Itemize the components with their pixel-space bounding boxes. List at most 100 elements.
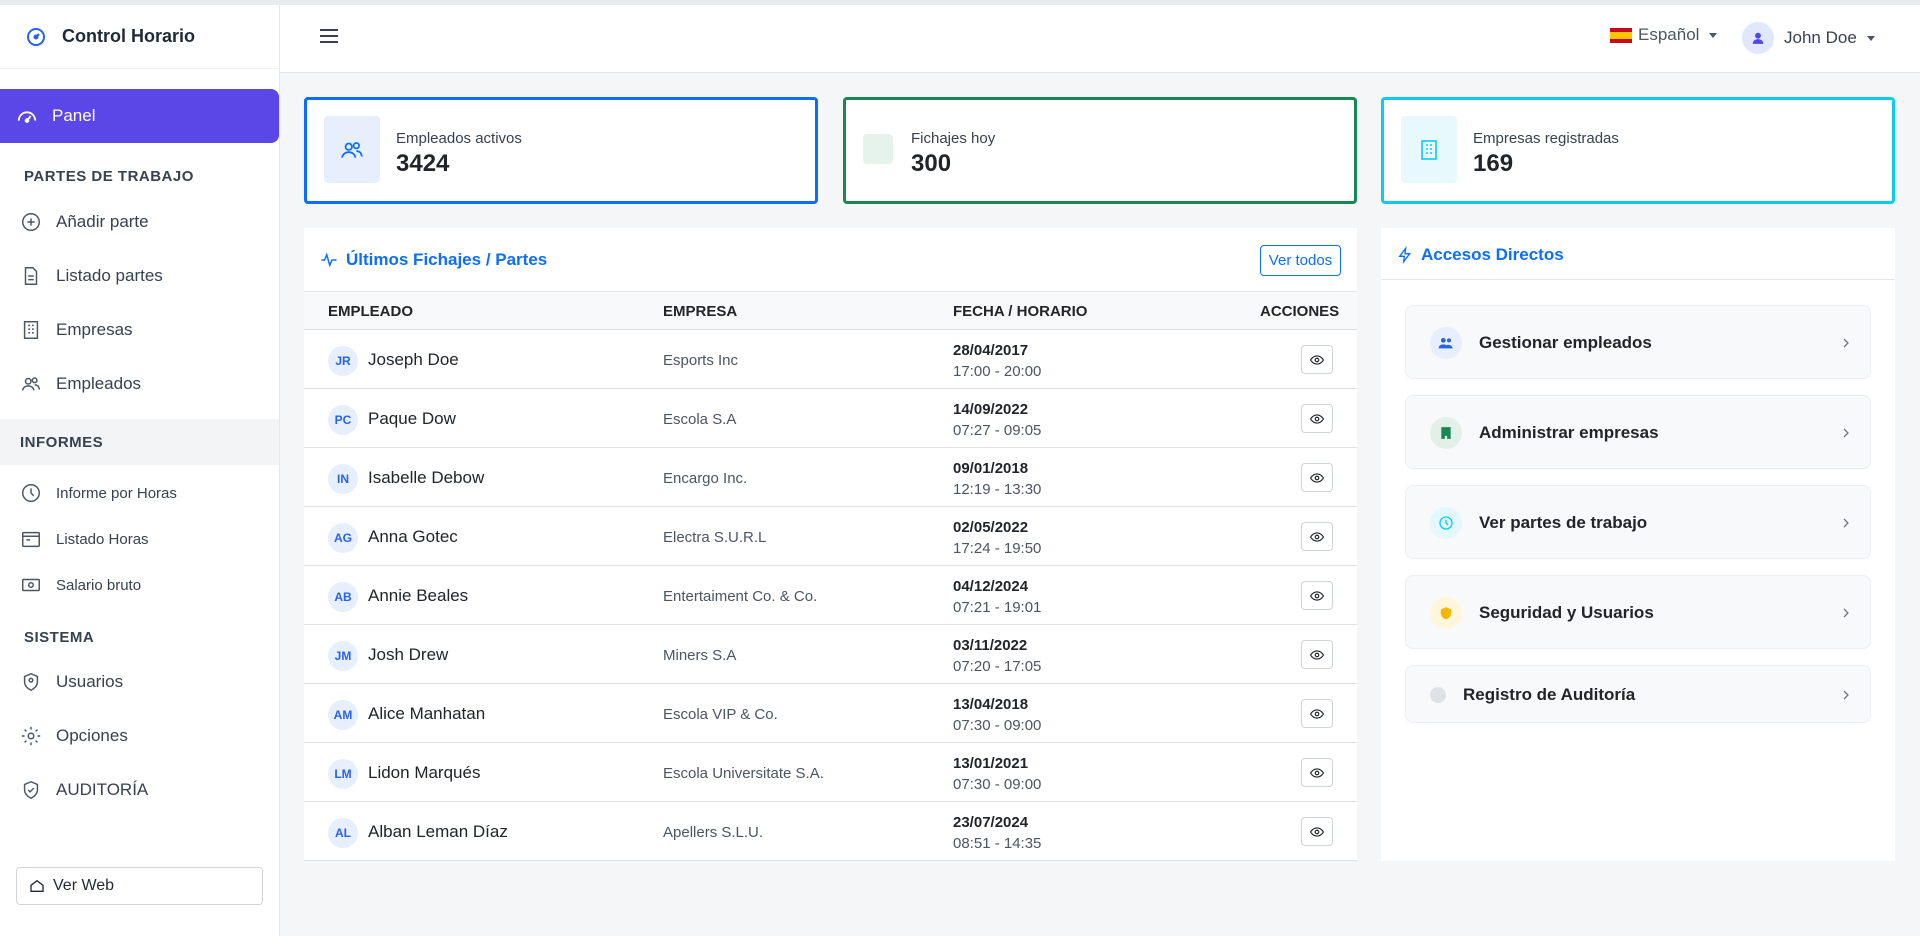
- sidebar-item-label: Informe por Horas: [56, 484, 177, 502]
- eye-icon: [1310, 708, 1324, 719]
- sidebar-item-empleados[interactable]: Empleados: [0, 364, 279, 404]
- user-menu[interactable]: John Doe: [1742, 22, 1875, 54]
- acceso-administrar-empresas[interactable]: Administrar empresas: [1405, 395, 1871, 469]
- sidebar-item-listado-partes[interactable]: Listado partes: [0, 256, 279, 296]
- employee-name: Alice Manhatan: [368, 704, 486, 723]
- sidebar-item-auditoria[interactable]: AUDITORÍA: [0, 770, 279, 810]
- view-button[interactable]: [1301, 758, 1333, 787]
- fichaje-date: 03/11/2022: [953, 637, 1028, 654]
- ver-todos-button[interactable]: Ver todos: [1260, 245, 1341, 276]
- building-icon: [23, 321, 39, 339]
- stat-card-empresas: Empresas registradas 169: [1381, 97, 1895, 204]
- employee-avatar: AM: [328, 700, 358, 730]
- section-sistema: SISTEMA: [24, 629, 95, 646]
- stat-label: Empresas registradas: [1473, 130, 1619, 147]
- card-title: Accesos Directos: [1397, 245, 1564, 265]
- lightning-icon: [1398, 246, 1411, 264]
- view-button[interactable]: [1301, 640, 1333, 669]
- acceso-label: Ver partes de trabajo: [1479, 513, 1648, 532]
- acceso-seguridad-usuarios[interactable]: Seguridad y Usuarios: [1405, 575, 1871, 649]
- sidebar-item-salario-bruto[interactable]: Salario bruto: [0, 565, 279, 605]
- building-icon: [1430, 417, 1462, 449]
- col-fecha[interactable]: FECHA / HORARIO: [953, 303, 1088, 320]
- section-partes: PARTES DE TRABAJO: [24, 168, 194, 185]
- shield-user-icon: [23, 672, 39, 692]
- fichaje-time: 07:27 - 09:05: [953, 422, 1042, 439]
- spain-flag-icon: [1610, 27, 1632, 43]
- eye-icon: [1310, 826, 1324, 837]
- company-name: Entertaiment Co. & Co.: [663, 588, 818, 605]
- acceso-label: Administrar empresas: [1479, 423, 1659, 442]
- view-button[interactable]: [1301, 463, 1333, 492]
- sidebar: Control Horario Panel PARTES DE TRABAJO …: [0, 5, 280, 936]
- acceso-gestionar-empleados[interactable]: Gestionar empleados: [1405, 305, 1871, 379]
- top-header: Español John Doe: [280, 5, 1920, 73]
- top-border: [0, 0, 1920, 5]
- fichaje-time: 17:24 - 19:50: [953, 540, 1042, 557]
- acceso-ver-partes[interactable]: Ver partes de trabajo: [1405, 485, 1871, 559]
- eye-icon: [1310, 472, 1324, 483]
- sidebar-item-usuarios[interactable]: Usuarios: [0, 662, 279, 702]
- view-button[interactable]: [1301, 404, 1333, 433]
- sidebar-item-panel[interactable]: Panel: [0, 89, 279, 143]
- document-icon: [24, 267, 38, 285]
- stat-value: 3424: [396, 150, 450, 177]
- table-row: AB Annie Beales Entertaiment Co. & Co. 04/1…: [304, 566, 1357, 625]
- fichaje-date: 04/12/2024: [953, 578, 1029, 595]
- card-title: Últimos Fichajes / Partes: [320, 250, 547, 270]
- sidebar-item-label: Listado Horas: [56, 530, 149, 548]
- acceso-registro-auditoria[interactable]: Registro de Auditoría: [1405, 665, 1871, 723]
- company-name: Electra S.U.R.L: [663, 529, 767, 546]
- fichajes-card: Últimos Fichajes / Partes Ver todos EMPL…: [304, 228, 1357, 861]
- avatar: [1742, 22, 1774, 54]
- stat-value: 300: [911, 150, 952, 177]
- eye-icon: [1310, 767, 1324, 778]
- menu-toggle-icon[interactable]: [320, 29, 340, 45]
- view-button[interactable]: [1301, 522, 1333, 551]
- view-button[interactable]: [1301, 699, 1333, 728]
- employee-avatar: AL: [328, 818, 358, 848]
- sidebar-item-label: AUDITORÍA: [56, 780, 149, 799]
- language-label: Español: [1638, 25, 1700, 44]
- ver-web-label: Ver Web: [53, 877, 115, 894]
- employee-avatar: PC: [328, 405, 358, 435]
- sidebar-item-anadir-parte[interactable]: Añadir parte: [0, 202, 279, 242]
- brand[interactable]: Control Horario: [0, 5, 279, 69]
- eye-icon: [1310, 413, 1324, 424]
- sidebar-item-listado-horas[interactable]: Listado Horas: [0, 519, 279, 559]
- view-button[interactable]: [1301, 817, 1333, 846]
- users-icon: [22, 377, 40, 391]
- user-name: John Doe: [1784, 28, 1857, 47]
- chevron-right-icon: [1843, 428, 1849, 438]
- fichaje-date: 09/01/2018: [953, 460, 1029, 477]
- users-icon: [324, 116, 380, 183]
- fichaje-date: 28/04/2017: [953, 342, 1029, 359]
- view-button[interactable]: [1301, 581, 1333, 610]
- company-name: Escola S.A: [663, 411, 737, 428]
- stat-card-fichajes: Fichajes hoy 300: [843, 97, 1357, 204]
- company-name: Esports Inc: [663, 352, 739, 369]
- acceso-label: Seguridad y Usuarios: [1479, 603, 1654, 622]
- sidebar-item-empresas[interactable]: Empresas: [0, 310, 279, 350]
- col-empleado[interactable]: EMPLEADO: [328, 303, 414, 320]
- language-selector[interactable]: Español: [1610, 25, 1718, 45]
- fichaje-time: 08:51 - 14:35: [953, 835, 1042, 852]
- plus-circle-icon: [22, 213, 40, 231]
- ver-web-button[interactable]: Ver Web: [16, 867, 263, 905]
- acceso-label: Registro de Auditoría: [1463, 685, 1636, 704]
- cash-icon: [22, 578, 40, 592]
- view-button[interactable]: [1301, 345, 1333, 374]
- sidebar-item-label: Salario bruto: [56, 576, 142, 594]
- fichaje-date: 14/09/2022: [953, 401, 1029, 418]
- col-acciones: ACCIONES: [1260, 303, 1340, 320]
- fichaje-date: 23/07/2024: [953, 814, 1029, 831]
- fichaje-date: 02/05/2022: [953, 519, 1029, 536]
- fichaje-time: 12:19 - 13:30: [953, 481, 1042, 498]
- sidebar-item-label: Empleados: [56, 374, 142, 393]
- col-empresa[interactable]: EMPRESA: [663, 303, 738, 320]
- sidebar-item-informe-horas[interactable]: Informe por Horas: [0, 473, 279, 513]
- sidebar-item-label: Opciones: [56, 726, 128, 745]
- eye-icon: [1310, 354, 1324, 365]
- building-icon: [1401, 116, 1457, 183]
- sidebar-item-opciones[interactable]: Opciones: [0, 716, 279, 756]
